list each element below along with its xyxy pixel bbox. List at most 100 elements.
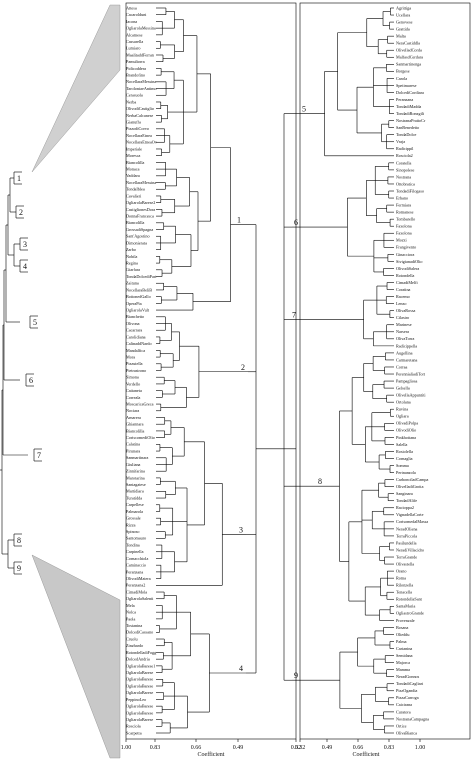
leaf-label: TondaIblea (126, 187, 145, 192)
leaf-label: Pampagliosa (396, 378, 418, 383)
leaf-label: DolcediCordiara (396, 90, 424, 95)
leaf-label: Attesa (126, 5, 137, 10)
leaf-label: TondaDolce (396, 132, 417, 137)
leaf-label: CarbonciladCampa (396, 477, 428, 482)
leaf-label: TerraGrande (396, 554, 417, 559)
leaf-label: VignadellaCorte (396, 512, 424, 517)
leaf-label: Cavalieri (126, 193, 142, 198)
leaf-label: Palma (396, 639, 407, 644)
leaf-label: NocellaraEtneaOv (126, 140, 158, 145)
leaf-label: OgliarolaBarese (126, 717, 153, 722)
leaf-label: Zarbo (126, 247, 136, 252)
leaf-label: Radicippella (396, 343, 417, 348)
leaf-label: Majorca (396, 660, 410, 665)
leaf-label: SantaMaria (396, 604, 415, 609)
leaf-label: OlivaBianca (396, 730, 417, 735)
leaf-label: TerraPiccola (396, 533, 417, 538)
leaf-label: Carpinella (126, 549, 144, 554)
leaf-label: Peranzana (396, 97, 413, 102)
leaf-label: Vraja (396, 139, 405, 144)
leaf-label: Olivona (126, 321, 140, 326)
overview-cluster-number: 9 (17, 564, 21, 573)
leaf-label: Biancolilla (126, 428, 145, 433)
leaf-label: Pasilundella (396, 540, 417, 545)
leaf-label: Mora (126, 354, 135, 359)
leaf-label: Romanese (396, 210, 414, 215)
leaf-label: Rizza (126, 522, 136, 527)
leaf-label: OgliarolaBarese (126, 670, 153, 675)
leaf-label: Cassarella (126, 39, 143, 44)
leaf-label: Monaca (126, 167, 140, 172)
leaf-label: PizzaCarroga (396, 695, 419, 700)
leaf-label: OlivaRossa (396, 308, 415, 313)
leaf-label: OgliarolaMessina (126, 26, 156, 31)
leaf-label: Cacarolduni (126, 12, 147, 17)
leaf-label: NerbaCalcanese (126, 113, 153, 118)
leaf-label: Sant'Agostino (126, 234, 150, 239)
leaf-label: Peranzana2 (126, 583, 145, 588)
leaf-label: OlivellaAppuntiti (396, 393, 426, 398)
leaf-label: Pidicoddera (126, 66, 146, 71)
axis-tick-label: 0.66 (353, 745, 364, 751)
leaf-label: Racemo (396, 294, 410, 299)
leaf-label: Zinzhardo (126, 643, 143, 648)
leaf-label: RotondellaSant (396, 597, 423, 602)
leaf-label: Pinkhottana (396, 435, 416, 440)
leaf-label: Olieddu (396, 632, 410, 637)
leaf-label: Cartanina (396, 646, 412, 651)
leaf-label: OgliarolaBarese (126, 677, 153, 682)
leaf-label: Mamma (396, 667, 410, 672)
leaf-label: PizzodiCorvo (126, 126, 149, 131)
leaf-label: OgliarolaBarese (126, 683, 153, 688)
axis-tick-label: 0.83 (150, 745, 161, 751)
right-panel-frame (299, 2, 471, 740)
right-axis-title: Coefficient (353, 751, 380, 758)
leaf-label: Peranzana (126, 569, 143, 574)
axis-tick-label: 0.32 (291, 745, 302, 751)
leaf-label: Cattaneta (126, 388, 142, 393)
leaf-label: Imperiale (126, 146, 142, 151)
leaf-label: Rilonzella (396, 583, 413, 588)
leaf-label: Alcamese (126, 32, 143, 37)
leaf-label: Marotarina (126, 475, 145, 480)
leaf-label: Ottobratica (396, 181, 415, 186)
leaf-label: NocellaraBeliB (126, 287, 152, 292)
leaf-label: OgliarolaBarese (126, 710, 153, 715)
leaf-label: Salella (396, 442, 408, 447)
leaf-label: Rosiolella (396, 449, 413, 454)
cluster-number: 6 (294, 218, 298, 227)
leaf-label: Carolidiana (126, 334, 146, 339)
leaf-label: SanBenedetto (396, 125, 419, 130)
cluster-number: 3 (239, 525, 243, 534)
leaf-label: TondadiMadda (396, 104, 421, 109)
leaf-label: Sanmartinenga (396, 62, 421, 67)
leaf-label: OgliarolaBarese (126, 690, 153, 695)
leaf-label: OgliarolaBarese (126, 704, 153, 709)
leaf-label: Grossale (126, 516, 141, 521)
leaf-label: Iacona (126, 19, 137, 24)
leaf-label: NostranaCampagna (396, 716, 429, 721)
leaf-label: Ginacciora (396, 252, 415, 257)
left-panel-frame (125, 2, 297, 740)
leaf-label: Nostrana (396, 174, 411, 179)
leaf-label: Vaddara (126, 173, 140, 178)
leaf-label: Coratina (396, 287, 411, 292)
axis-tick-label: 0.49 (233, 745, 244, 751)
leaf-label: NeradOliena (396, 526, 418, 531)
cluster-number: 8 (318, 477, 322, 486)
leaf-label: PizzOgandia (396, 688, 418, 693)
leaf-label: Nerba (126, 99, 136, 104)
leaf-label: Agrittiga (396, 5, 411, 10)
leaf-label: TondadiCagliari (396, 681, 424, 686)
leaf-label: TondadiFilogaso (396, 188, 424, 193)
overview-cluster-number: 1 (17, 174, 21, 183)
leaf-label: OlivelladCorda (396, 48, 422, 53)
axis-tick-label: 0.49 (322, 745, 333, 751)
leaf-label: Zaituna (126, 281, 139, 286)
leaf-label: Dimonierata (126, 240, 147, 245)
leaf-label: Nobila (126, 254, 138, 259)
leaf-label: Mozzi (396, 238, 408, 243)
leaf-label: Giuliana (126, 462, 141, 467)
leaf-label: Sinopolese (396, 167, 415, 172)
leaf-label: Rotondella (396, 273, 415, 278)
